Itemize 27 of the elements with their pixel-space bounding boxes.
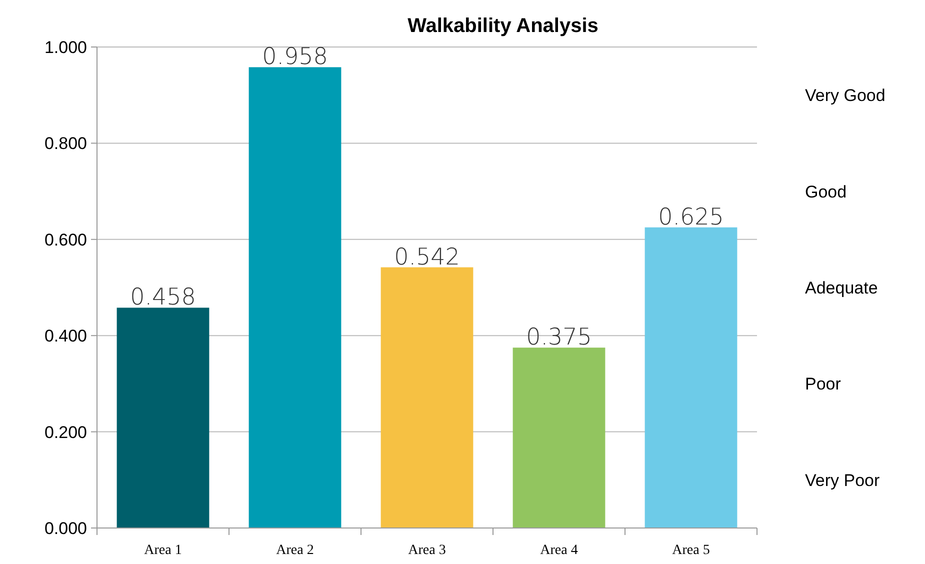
data-label: 0.375 [526, 324, 592, 351]
data-label: 0.958 [262, 44, 328, 70]
bar [512, 348, 606, 528]
y-tick-label: 0.400 [44, 326, 87, 346]
y-tick-label: 1.000 [44, 38, 87, 57]
chart-title: Walkability Analysis [408, 15, 598, 37]
text: Good [805, 182, 847, 202]
data-label: 0.542 [394, 244, 460, 270]
x-tick-label: Area 3 [408, 543, 446, 558]
data-label: 0.458 [130, 284, 196, 311]
text: Adequate [805, 278, 878, 298]
y-tick-label: 0.600 [44, 230, 87, 250]
x-tick-label: Area 2 [276, 543, 314, 558]
x-tick-label: Area 5 [672, 543, 710, 558]
bar [248, 67, 342, 528]
bar [116, 308, 210, 528]
bar [380, 267, 474, 528]
y-tick-label: 0.800 [44, 134, 87, 154]
text: Poor [805, 374, 842, 394]
y-tick-label: 0.000 [44, 519, 87, 538]
bar [644, 227, 738, 528]
x-tick-label: Area 1 [144, 543, 182, 558]
data-label: 0.625 [658, 204, 724, 230]
y-tick-label: 0.200 [44, 422, 87, 442]
text: Very Good [805, 86, 886, 106]
x-tick-label: Area 4 [540, 543, 578, 558]
text: Very Poor [805, 470, 880, 490]
